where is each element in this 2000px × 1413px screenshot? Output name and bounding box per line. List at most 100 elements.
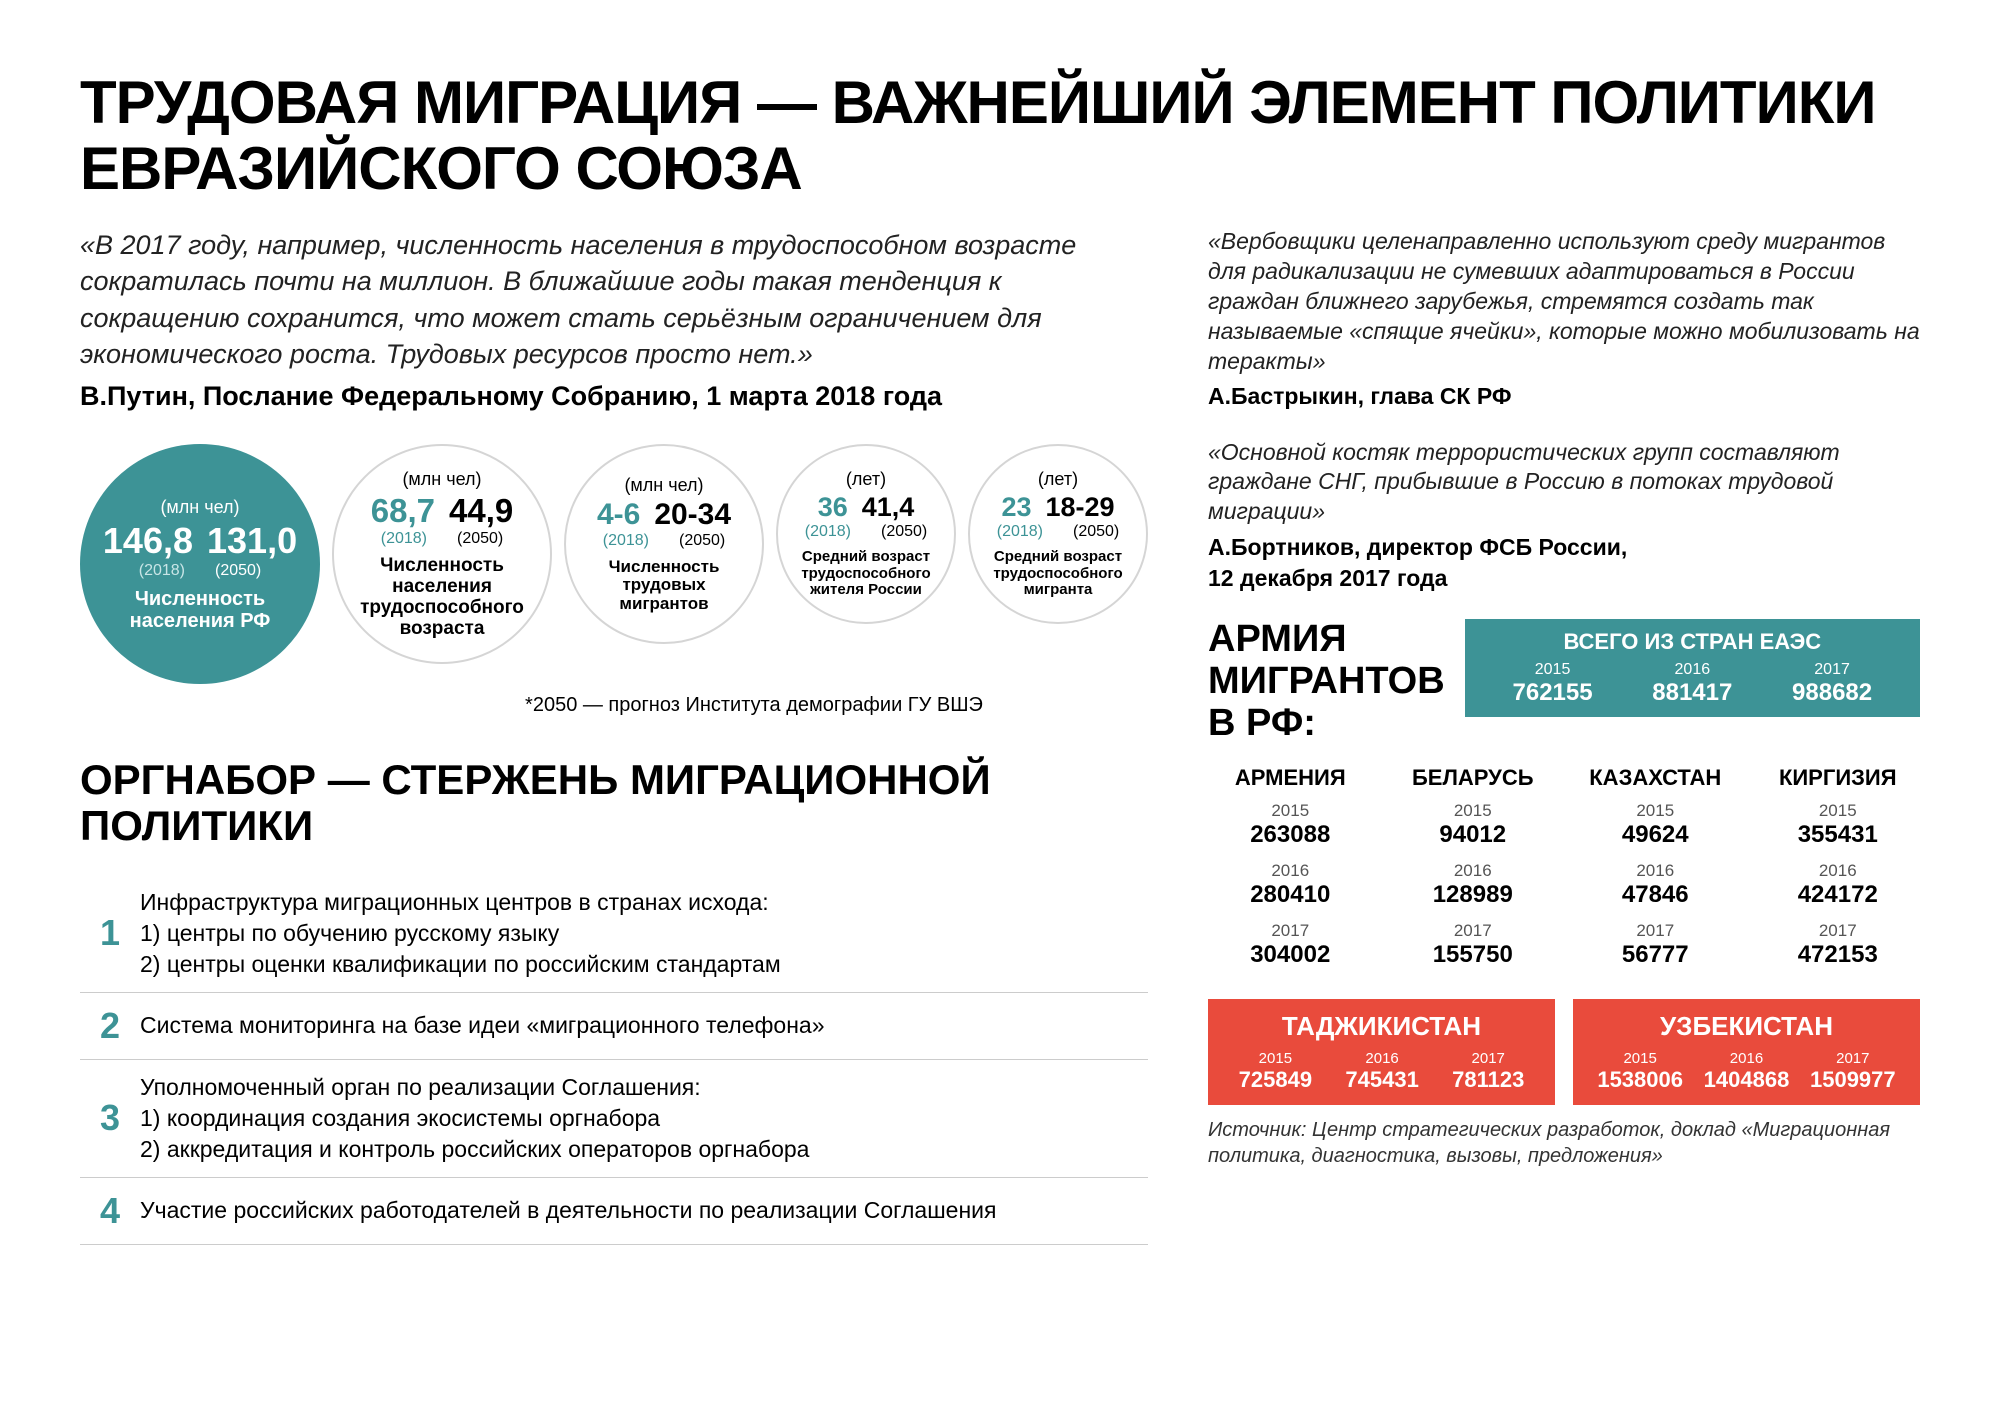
circle-values: 23 18-29 xyxy=(1001,492,1114,523)
countries-grid: АРМЕНИЯ201526308820162804102017304002БЕЛ… xyxy=(1208,765,1920,981)
policy-section-title: ОРГНАБОР — СТЕРЖЕНЬ МИГРАЦИОННОЙ ПОЛИТИК… xyxy=(80,757,1148,849)
circle-years: (2018)(2050) xyxy=(997,523,1120,541)
stat-value: 781123 xyxy=(1452,1067,1524,1093)
policy-list: 1Инфраструктура миграционных центров в с… xyxy=(80,875,1148,1245)
year-label: 2015 xyxy=(1208,801,1373,821)
total-eaes-box: ВСЕГО ИЗ СТРАН ЕАЭС 20157621552016881417… xyxy=(1465,619,1920,717)
year-label: 2017 xyxy=(1452,1050,1524,1067)
country-stat-2015: 201594012 xyxy=(1391,801,1556,849)
year-label: 2016 xyxy=(1704,1050,1790,1067)
quote-text: «Основной костяк террористических групп … xyxy=(1208,438,1920,528)
stat-value: 280410 xyxy=(1208,881,1373,909)
circle-values: 68,744,9 xyxy=(371,492,513,530)
stat-circle-0: (млн чел)146,8131,0(2018)(2050)Численнос… xyxy=(80,444,320,684)
red-country-узбекистан: УЗБЕКИСТАН201515380062016140486820171509… xyxy=(1573,999,1920,1105)
policy-number: 1 xyxy=(80,912,140,954)
circle-values: 146,8 131,0 xyxy=(103,520,297,562)
circle-years: (2018)(2050) xyxy=(381,530,504,548)
stat-circle-4: (лет) 23 18-29(2018)(2050) Средний возраст … xyxy=(968,444,1148,624)
stat-value: 1538006 xyxy=(1597,1067,1683,1093)
circle-years: (2018)(2050) xyxy=(805,523,928,541)
page-title: ТРУДОВАЯ МИГРАЦИЯ — ВАЖНЕЙШИЙ ЭЛЕМЕНТ ПО… xyxy=(80,70,1920,202)
circle-unit: (млн чел) xyxy=(624,475,703,496)
right-quote-1: «Основной костяк террористических групп … xyxy=(1208,438,1920,595)
year-label: 2016 xyxy=(1391,861,1556,881)
policy-text: Уполномоченный орган по реализации Согла… xyxy=(140,1072,809,1165)
putin-quote: «В 2017 году, например, численность насе… xyxy=(80,227,1148,373)
forecast-footnote: *2050 — прогноз Института демографии ГУ … xyxy=(360,694,1148,717)
stat-value: 725849 xyxy=(1239,1067,1312,1093)
stat-value: 355431 xyxy=(1756,821,1921,849)
value-2018: 4-6 xyxy=(597,498,640,532)
country-stat-2016: 2016128989 xyxy=(1391,861,1556,909)
red-country-таджикистан: ТАДЖИКИСТАН 2015725849 2016745431 201778112… xyxy=(1208,999,1555,1105)
circle-caption: Средний возраст трудоспособного мигранта xyxy=(970,549,1146,599)
circle-unit: (лет) xyxy=(846,469,886,490)
left-column: «В 2017 году, например, численность насе… xyxy=(80,227,1148,1245)
circle-caption: Численность населения трудоспособного во… xyxy=(334,556,550,640)
country-stat-2015: 201549624 xyxy=(1573,801,1738,849)
value-2050: 131,0 xyxy=(207,520,297,562)
year-label: 2016 xyxy=(1652,661,1732,679)
year-label: 2015 xyxy=(1391,801,1556,821)
migrants-title: АРМИЯ МИГРАНТОВ В РФ: xyxy=(1208,619,1445,744)
stat-value: 155750 xyxy=(1391,941,1556,969)
country-name: ТАДЖИКИСТАН xyxy=(1222,1011,1541,1042)
stat-circle-3: (лет)3641,4(2018)(2050) Средний возраст т… xyxy=(776,444,956,624)
country-казахстан: КАЗАХСТАН201549624201647846201756777 xyxy=(1573,765,1738,981)
year-label: 2016 xyxy=(1208,861,1373,881)
stat-circle-2: (млн чел)4-620-34(2018)(2050) Численность… xyxy=(564,444,764,644)
total-value: 881417 xyxy=(1652,679,1732,707)
year-label: 2017 xyxy=(1810,1050,1896,1067)
value-2018: 36 xyxy=(818,492,848,523)
stat-value: 745431 xyxy=(1345,1067,1418,1093)
value-2050: 18-29 xyxy=(1045,492,1114,523)
year-label: 2015 xyxy=(1597,1050,1683,1067)
stat-value: 1404868 xyxy=(1704,1067,1790,1093)
circle-caption: Численность трудовых мигрантов xyxy=(566,558,762,614)
circle-values: 3641,4 xyxy=(818,492,915,523)
year-label: 2015 xyxy=(1756,801,1921,821)
right-quote-0: «Вербовщики целенаправленно используют с… xyxy=(1208,227,1920,413)
year-label: 2017 xyxy=(1792,661,1872,679)
country-name: КИРГИЗИЯ xyxy=(1756,765,1921,791)
right-column: «Вербовщики целенаправленно используют с… xyxy=(1208,227,1920,1245)
circle-unit: (лет) xyxy=(1038,469,1078,490)
value-2018: 146,8 xyxy=(103,520,193,562)
value-2050: 44,9 xyxy=(449,492,513,530)
policy-item-4: 4Участие российских работодателей в деят… xyxy=(80,1178,1148,1245)
circle-years: (2018)(2050) xyxy=(603,532,726,550)
policy-text: Участие российских работодателей в деяте… xyxy=(140,1195,996,1226)
quote-text: «Вербовщики целенаправленно используют с… xyxy=(1208,227,1920,376)
circle-values: 4-620-34 xyxy=(597,498,731,532)
country-stat-2017: 2017155750 xyxy=(1391,921,1556,969)
country-беларусь: БЕЛАРУСЬ20159401220161289892017155750 xyxy=(1391,765,1556,981)
stat-value: 56777 xyxy=(1573,941,1738,969)
policy-number: 3 xyxy=(80,1097,140,1139)
migrants-header: АРМИЯ МИГРАНТОВ В РФ: ВСЕГО ИЗ СТРАН ЕАЭ… xyxy=(1208,619,1920,744)
policy-item-3: 3Уполномоченный орган по реализации Согл… xyxy=(80,1060,1148,1178)
country-name: КАЗАХСТАН xyxy=(1573,765,1738,791)
stat-circles-row: (млн чел) 146,8 131,0 (2018)(2050) Численнос… xyxy=(80,444,1148,684)
year-label: 2017 xyxy=(1756,921,1921,941)
stat-value: 128989 xyxy=(1391,881,1556,909)
country-name: АРМЕНИЯ xyxy=(1208,765,1373,791)
red-stat-2016: 2016745431 xyxy=(1345,1050,1418,1093)
putin-quote-author: В.Путин, Послание Федеральному Собранию,… xyxy=(80,378,1148,414)
migrants-block: АРМИЯ МИГРАНТОВ В РФ: ВСЕГО ИЗ СТРАН ЕАЭ… xyxy=(1208,619,1920,1168)
value-2018: 23 xyxy=(1001,492,1031,523)
year-label: 2015 xyxy=(1513,661,1593,679)
circle-caption: Средний возраст трудоспособного жителя Р… xyxy=(778,549,954,599)
policy-number: 2 xyxy=(80,1005,140,1047)
country-армения: АРМЕНИЯ201526308820162804102017304002 xyxy=(1208,765,1373,981)
total-cell-2015: 2015762155 xyxy=(1513,661,1593,707)
country-stat-2016: 2016280410 xyxy=(1208,861,1373,909)
year-label: 2016 xyxy=(1573,861,1738,881)
main-layout: «В 2017 году, например, численность насе… xyxy=(80,227,1920,1245)
stat-value: 94012 xyxy=(1391,821,1556,849)
country-name: УЗБЕКИСТАН xyxy=(1587,1011,1906,1042)
year-label: 2015 xyxy=(1239,1050,1312,1067)
stat-circle-1: (млн чел)68,744,9(2018)(2050) Численность… xyxy=(332,444,552,664)
circle-unit: (млн чел) xyxy=(402,469,481,490)
stat-value: 424172 xyxy=(1756,881,1921,909)
